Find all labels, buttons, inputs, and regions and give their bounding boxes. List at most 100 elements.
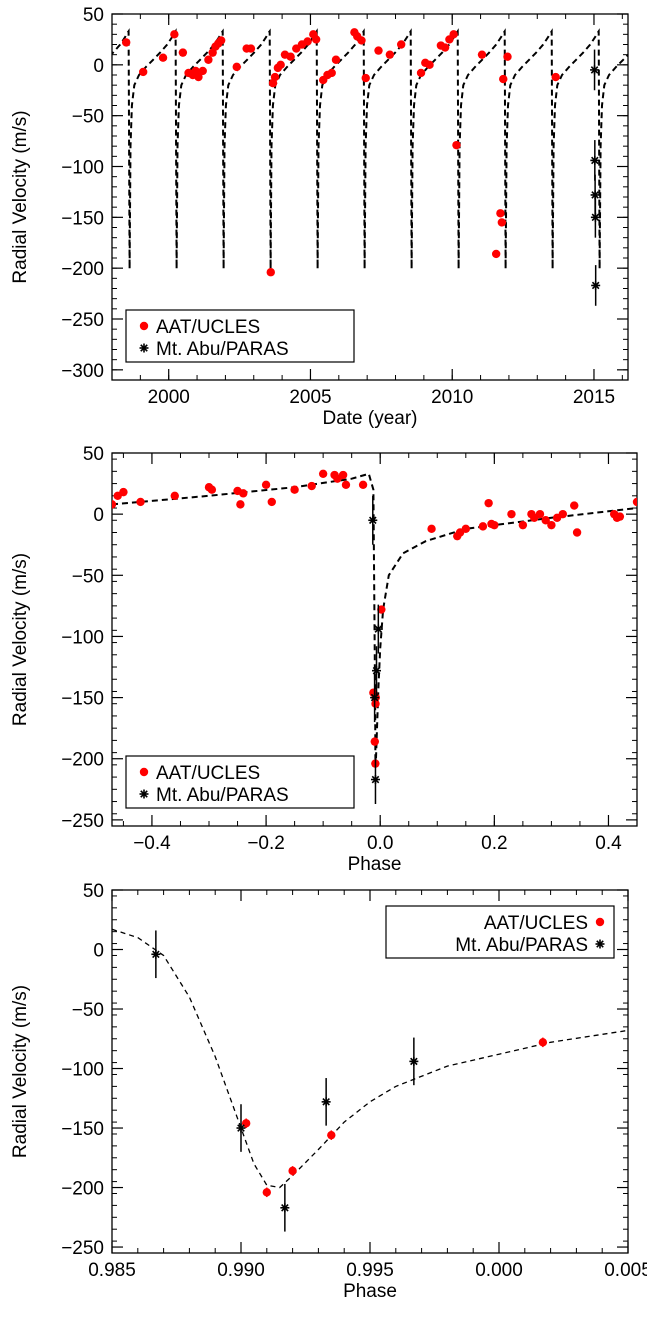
data-point-asterisk bbox=[591, 280, 601, 290]
data-point-circle bbox=[262, 1188, 271, 1197]
data-point-circle bbox=[266, 268, 275, 277]
series-aat-ucles bbox=[112, 469, 637, 768]
data-point-circle bbox=[358, 480, 368, 489]
data-point-circle bbox=[303, 37, 312, 46]
data-point-circle bbox=[572, 528, 582, 537]
data-point-circle bbox=[158, 53, 168, 62]
data-point-circle bbox=[478, 522, 488, 531]
x-tick-label: 2010 bbox=[431, 387, 473, 408]
data-point-circle bbox=[385, 50, 395, 59]
data-point-circle bbox=[361, 73, 370, 83]
data-point-circle bbox=[499, 74, 508, 84]
data-point-circle bbox=[461, 524, 471, 534]
model-curve bbox=[112, 472, 637, 762]
data-point-circle bbox=[507, 509, 516, 519]
y-tick-label: −100 bbox=[61, 158, 104, 179]
y-tick-label: −100 bbox=[61, 627, 104, 648]
data-point-circle bbox=[290, 485, 299, 494]
data-point-asterisk bbox=[590, 155, 600, 165]
data-point-circle bbox=[236, 500, 245, 509]
legend-marker-circle bbox=[139, 321, 149, 331]
x-tick-label: 0.990 bbox=[217, 1260, 265, 1281]
series-mt-abu-paras bbox=[368, 495, 383, 804]
data-point-asterisk bbox=[151, 949, 161, 959]
data-point-asterisk bbox=[370, 775, 380, 785]
series-mt-abu-paras bbox=[590, 49, 601, 306]
legend-marker-asterisk bbox=[595, 939, 605, 949]
data-point-asterisk bbox=[590, 65, 600, 75]
y-tick-label: −200 bbox=[61, 1179, 104, 1200]
data-point-circle bbox=[204, 55, 213, 64]
series-mt-abu-paras bbox=[151, 930, 419, 1232]
data-point-circle bbox=[374, 46, 383, 55]
x-tick-label: 0.000 bbox=[475, 1260, 523, 1281]
legend-box bbox=[385, 905, 615, 959]
data-point-circle bbox=[267, 497, 276, 507]
y-tick-label: −50 bbox=[72, 566, 104, 587]
y-tick-label: 0 bbox=[93, 941, 104, 962]
data-point-circle bbox=[286, 52, 295, 61]
data-point-circle bbox=[261, 480, 271, 489]
data-point-circle bbox=[136, 497, 145, 507]
data-point-circle bbox=[425, 60, 434, 70]
data-point-circle bbox=[535, 509, 545, 519]
data-point-asterisk bbox=[280, 1203, 290, 1213]
legend-marker-circle bbox=[139, 767, 149, 777]
data-point-circle bbox=[276, 60, 285, 70]
data-point-circle bbox=[449, 30, 458, 39]
data-point-asterisk bbox=[409, 1056, 419, 1066]
x-tick-label: 2005 bbox=[289, 387, 331, 408]
data-point-circle bbox=[496, 209, 505, 218]
series-aat-ucles bbox=[241, 1037, 548, 1198]
y-tick-label: −150 bbox=[61, 208, 104, 229]
legend-label: Mt. Abu/PARAS bbox=[156, 785, 289, 806]
data-point-circle bbox=[371, 699, 380, 708]
data-point-circle bbox=[551, 72, 560, 82]
data-point-asterisk bbox=[371, 666, 381, 676]
model-curve bbox=[112, 28, 628, 269]
data-point-asterisk bbox=[321, 1097, 331, 1107]
data-point-circle bbox=[484, 498, 493, 508]
data-point-circle bbox=[170, 30, 179, 39]
legend-label: Mt. Abu/PARAS bbox=[156, 339, 289, 360]
legend-box bbox=[125, 309, 355, 363]
y-tick-label: −50 bbox=[72, 107, 104, 128]
x-tick-label: 0.005 bbox=[604, 1260, 647, 1281]
plot-frame bbox=[111, 452, 638, 827]
y-tick-label: −100 bbox=[61, 1060, 104, 1081]
data-point-asterisk bbox=[373, 624, 383, 634]
data-point-circle bbox=[416, 68, 426, 78]
y-tick-label: 50 bbox=[83, 444, 104, 465]
legend-label: AAT/UCLES bbox=[484, 913, 588, 934]
data-point-asterisk bbox=[590, 212, 600, 222]
data-point-circle bbox=[119, 487, 128, 497]
y-tick-label: −300 bbox=[61, 361, 104, 382]
data-point-circle bbox=[396, 40, 406, 49]
y-axis-label: Radial Velocity (m/s) bbox=[10, 985, 31, 1158]
data-point-circle bbox=[198, 66, 207, 76]
y-tick-label: −50 bbox=[72, 1000, 104, 1021]
data-point-circle bbox=[452, 140, 461, 150]
model-curve bbox=[112, 928, 628, 1189]
data-point-circle bbox=[632, 497, 637, 507]
data-point-circle bbox=[307, 481, 316, 491]
data-point-circle bbox=[541, 516, 550, 525]
legend-marker-asterisk bbox=[139, 343, 149, 353]
x-axis-label: Phase bbox=[343, 1281, 397, 1302]
data-point-circle bbox=[377, 605, 386, 614]
series-aat-ucles bbox=[121, 28, 560, 277]
x-axis-label: Phase bbox=[348, 854, 402, 875]
x-tick-label: −0.2 bbox=[247, 833, 285, 854]
data-point-circle bbox=[207, 485, 217, 494]
y-tick-label: −200 bbox=[61, 259, 104, 280]
data-point-circle bbox=[138, 67, 148, 77]
legend-marker-asterisk bbox=[139, 789, 149, 799]
data-point-circle bbox=[239, 489, 248, 498]
data-point-circle bbox=[288, 1166, 297, 1176]
data-point-circle bbox=[497, 218, 507, 227]
data-point-circle bbox=[538, 1038, 548, 1047]
data-point-circle bbox=[357, 36, 366, 45]
y-tick-label: −250 bbox=[61, 310, 104, 331]
data-point-circle bbox=[311, 35, 321, 44]
